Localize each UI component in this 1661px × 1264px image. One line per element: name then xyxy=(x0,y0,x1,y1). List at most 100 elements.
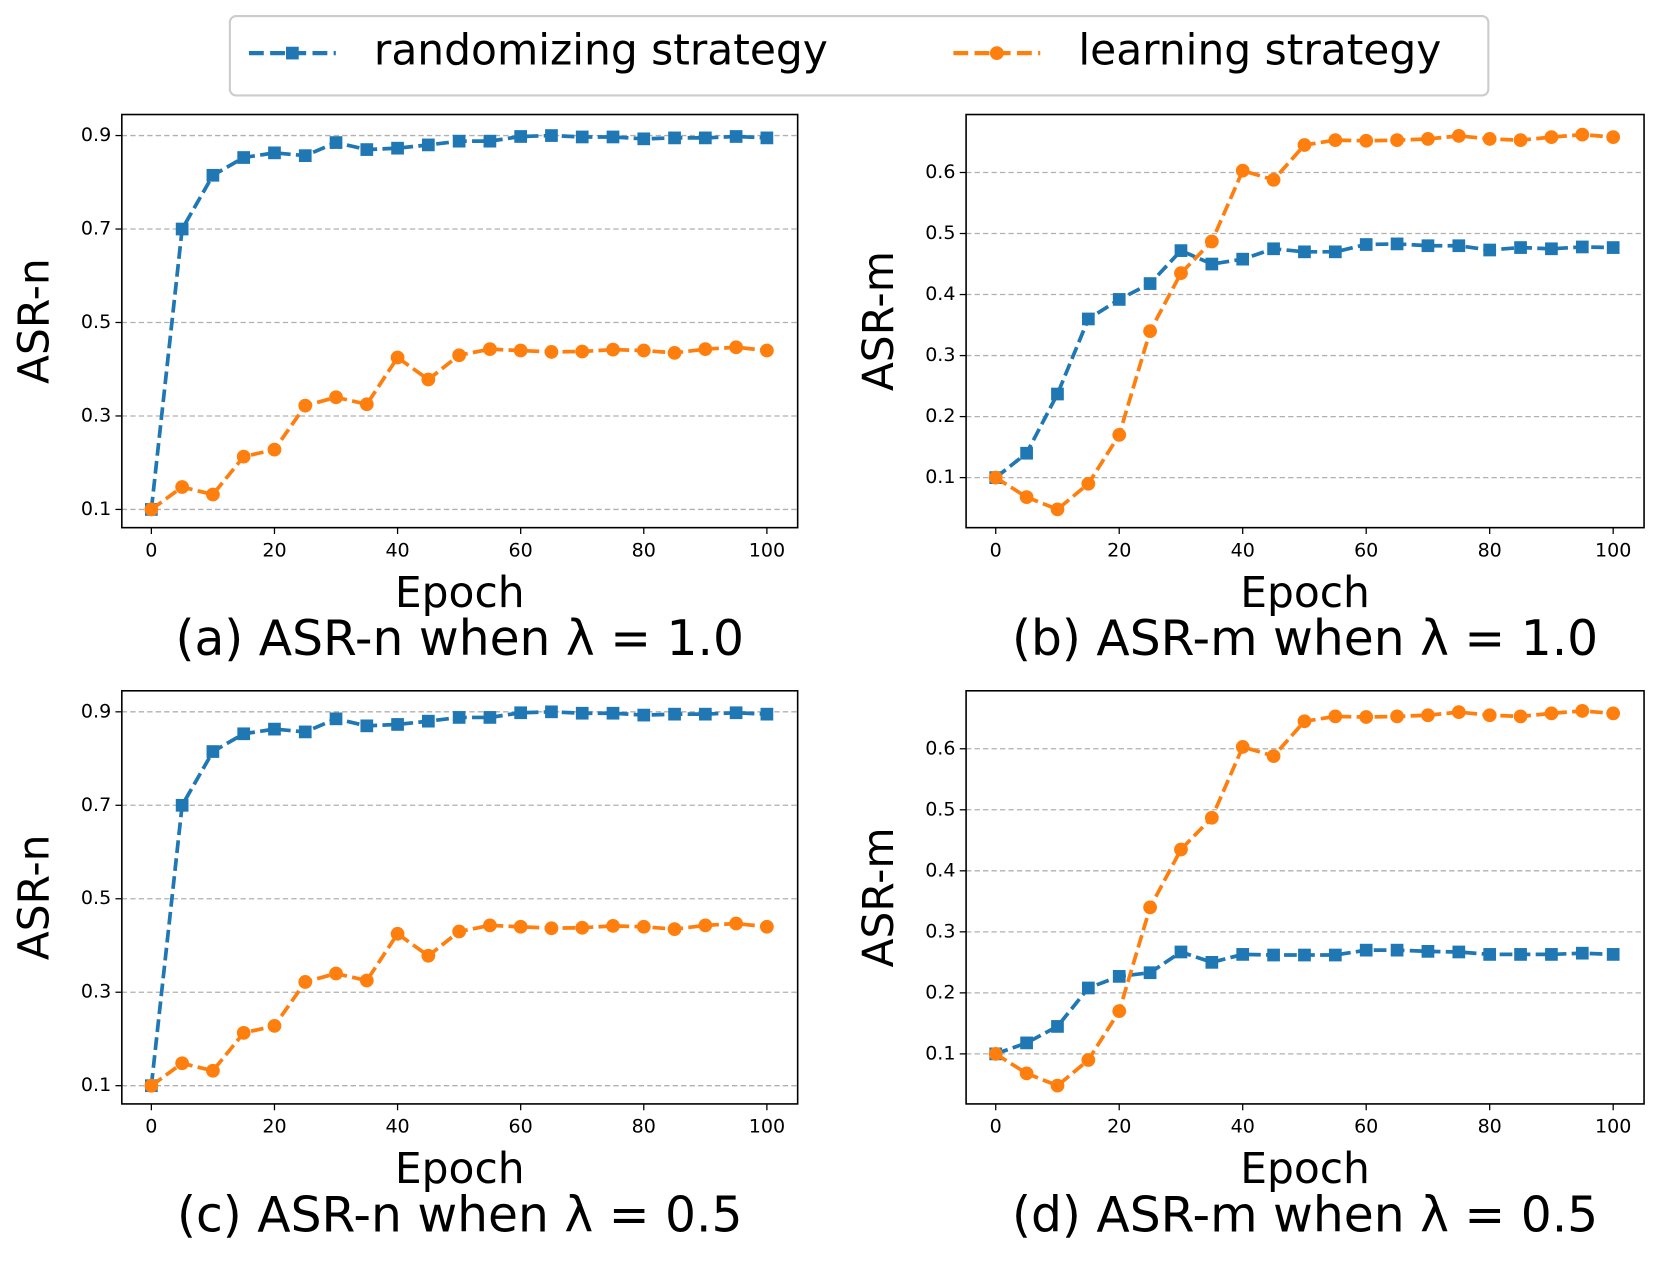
data-point xyxy=(988,1046,1003,1061)
x-tick-label: 40 xyxy=(385,539,409,561)
data-point xyxy=(1174,266,1188,281)
data-point xyxy=(1575,946,1589,960)
data-point xyxy=(698,131,712,145)
data-point xyxy=(575,130,589,144)
data-point xyxy=(606,706,620,720)
data-point xyxy=(391,141,404,155)
data-point xyxy=(1451,705,1466,720)
x-tick-label: 80 xyxy=(632,539,656,561)
series-line xyxy=(994,709,1614,1088)
y-tick-label: 0.3 xyxy=(81,981,111,1003)
x-tick-label: 100 xyxy=(749,539,785,561)
data-point xyxy=(267,1018,282,1033)
x-tick-label: 100 xyxy=(749,1116,785,1138)
data-point xyxy=(1390,943,1404,957)
data-point xyxy=(1266,749,1281,763)
data-point xyxy=(483,711,497,724)
data-point xyxy=(1143,966,1157,980)
data-point xyxy=(513,919,528,934)
data-point xyxy=(360,719,374,733)
x-axis-label: Epoch xyxy=(1240,1144,1370,1193)
data-point xyxy=(1081,312,1095,326)
data-point xyxy=(1112,1004,1127,1019)
data-point xyxy=(606,342,620,357)
data-point xyxy=(514,706,528,720)
data-point xyxy=(513,343,528,358)
data-point xyxy=(360,143,374,156)
data-point xyxy=(298,975,313,989)
x-tick-label: 40 xyxy=(1231,539,1255,561)
data-point xyxy=(1112,970,1126,983)
data-point xyxy=(606,130,620,144)
data-point xyxy=(1112,428,1127,442)
data-point xyxy=(329,966,343,981)
data-point xyxy=(298,149,312,163)
plot-frame xyxy=(965,689,1645,1105)
y-tick-label: 0.1 xyxy=(81,498,111,520)
data-point xyxy=(1606,706,1621,721)
x-tick-label: 0 xyxy=(145,539,157,561)
data-point xyxy=(391,718,404,731)
y-tick-label: 0.4 xyxy=(925,283,955,305)
data-point xyxy=(1050,502,1065,517)
data-point xyxy=(1390,237,1404,251)
data-point xyxy=(175,480,190,494)
data-point xyxy=(544,345,559,359)
legend-marker xyxy=(286,46,299,60)
data-point xyxy=(988,470,1003,485)
x-tick-label: 60 xyxy=(1354,539,1378,561)
data-point xyxy=(545,705,558,719)
data-point xyxy=(1081,476,1096,491)
data-point xyxy=(1328,709,1343,724)
y-axis-label: ASR-n xyxy=(10,834,59,960)
data-point xyxy=(1514,948,1527,961)
data-point xyxy=(1205,257,1219,271)
x-tick-label: 40 xyxy=(1231,1116,1255,1138)
data-point xyxy=(236,1026,251,1040)
data-point xyxy=(698,918,713,933)
legend-label: learning strategy xyxy=(1078,26,1441,75)
data-point xyxy=(1359,943,1373,957)
data-point xyxy=(1359,710,1374,724)
data-point xyxy=(1513,133,1528,148)
data-point xyxy=(575,344,590,359)
data-point xyxy=(1606,948,1620,961)
x-tick-label: 60 xyxy=(509,539,533,561)
data-point xyxy=(760,131,774,145)
data-point xyxy=(206,745,220,758)
data-point xyxy=(1050,1078,1065,1093)
data-point xyxy=(1390,709,1404,724)
data-point xyxy=(206,487,220,502)
x-tick-label: 20 xyxy=(1107,539,1131,561)
data-point xyxy=(729,130,743,143)
data-point xyxy=(668,707,681,721)
data-point xyxy=(698,342,713,357)
x-axis-label: Epoch xyxy=(395,568,525,617)
data-point xyxy=(1267,948,1280,962)
data-point xyxy=(698,707,712,721)
data-point xyxy=(1143,324,1157,339)
data-point xyxy=(268,146,281,160)
data-point xyxy=(483,134,497,148)
x-tick-label: 20 xyxy=(1107,1116,1131,1138)
legend-marker xyxy=(989,46,1004,60)
data-point xyxy=(1235,740,1250,754)
data-point xyxy=(359,397,374,412)
data-point xyxy=(1421,945,1435,958)
data-point xyxy=(759,919,774,934)
data-point xyxy=(1328,245,1342,259)
legend-box xyxy=(228,14,1490,97)
data-point xyxy=(667,345,682,360)
data-point xyxy=(452,134,466,148)
legend-label: randomizing strategy xyxy=(374,26,828,75)
y-tick-label: 0.5 xyxy=(81,311,111,333)
data-point xyxy=(452,924,467,939)
x-tick-label: 100 xyxy=(1595,1116,1631,1138)
data-point xyxy=(1575,127,1590,142)
data-point xyxy=(1019,490,1034,505)
data-point xyxy=(1421,239,1435,253)
y-tick-label: 0.5 xyxy=(925,222,955,244)
data-point xyxy=(1297,714,1312,729)
data-point xyxy=(452,348,467,363)
data-point xyxy=(421,714,435,728)
